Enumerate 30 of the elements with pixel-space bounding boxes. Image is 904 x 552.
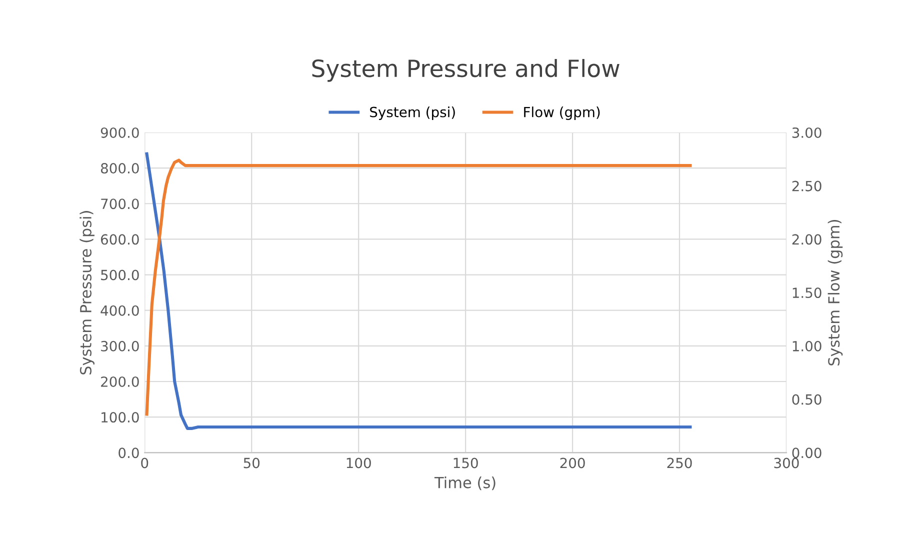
y-tick-label: 400.0 xyxy=(100,305,139,316)
y2-tick-label: 3.00 xyxy=(792,127,822,138)
y2-tick-label: 0.50 xyxy=(792,394,822,405)
y-tick-label: 900.0 xyxy=(100,127,139,138)
y-tick-label: 500.0 xyxy=(101,270,139,280)
x-tick-label: 50 xyxy=(244,458,260,468)
x-tick-label: 250 xyxy=(667,458,692,468)
y2-tick-label: 1.50 xyxy=(792,288,822,298)
legend-label: System (psi) xyxy=(370,106,455,120)
x-tick-label: 0 xyxy=(141,458,148,468)
y2-tick-label: 1.00 xyxy=(792,340,822,352)
x-tick-label: 100 xyxy=(346,458,371,468)
chart-title: System Pressure and Flow xyxy=(312,58,620,82)
y-tick-label: 700.0 xyxy=(101,198,139,210)
x-tick-label: 150 xyxy=(454,458,478,468)
y2-tick-label: 2.00 xyxy=(792,234,822,245)
y-tick-label: 0.0 xyxy=(118,448,139,458)
y-tick-label: 300.0 xyxy=(101,340,139,352)
y-axis-title: System Pressure (psi) xyxy=(80,211,94,374)
y-tick-label: 800.0 xyxy=(100,163,139,174)
y2-axis-title: System Flow (gpm) xyxy=(828,220,843,366)
y2-tick-label: 0.00 xyxy=(792,448,822,458)
x-axis-title: Time (s) xyxy=(434,476,496,490)
y-tick-label: 600.0 xyxy=(100,234,139,245)
y-tick-label: 100.0 xyxy=(102,412,139,423)
x-tick-label: 200 xyxy=(560,458,585,468)
y2-tick-label: 2.50 xyxy=(792,180,822,192)
y-tick-label: 200.0 xyxy=(101,376,139,387)
legend-label: Flow (gpm) xyxy=(524,106,600,120)
x-tick-label: 300 xyxy=(774,458,799,468)
